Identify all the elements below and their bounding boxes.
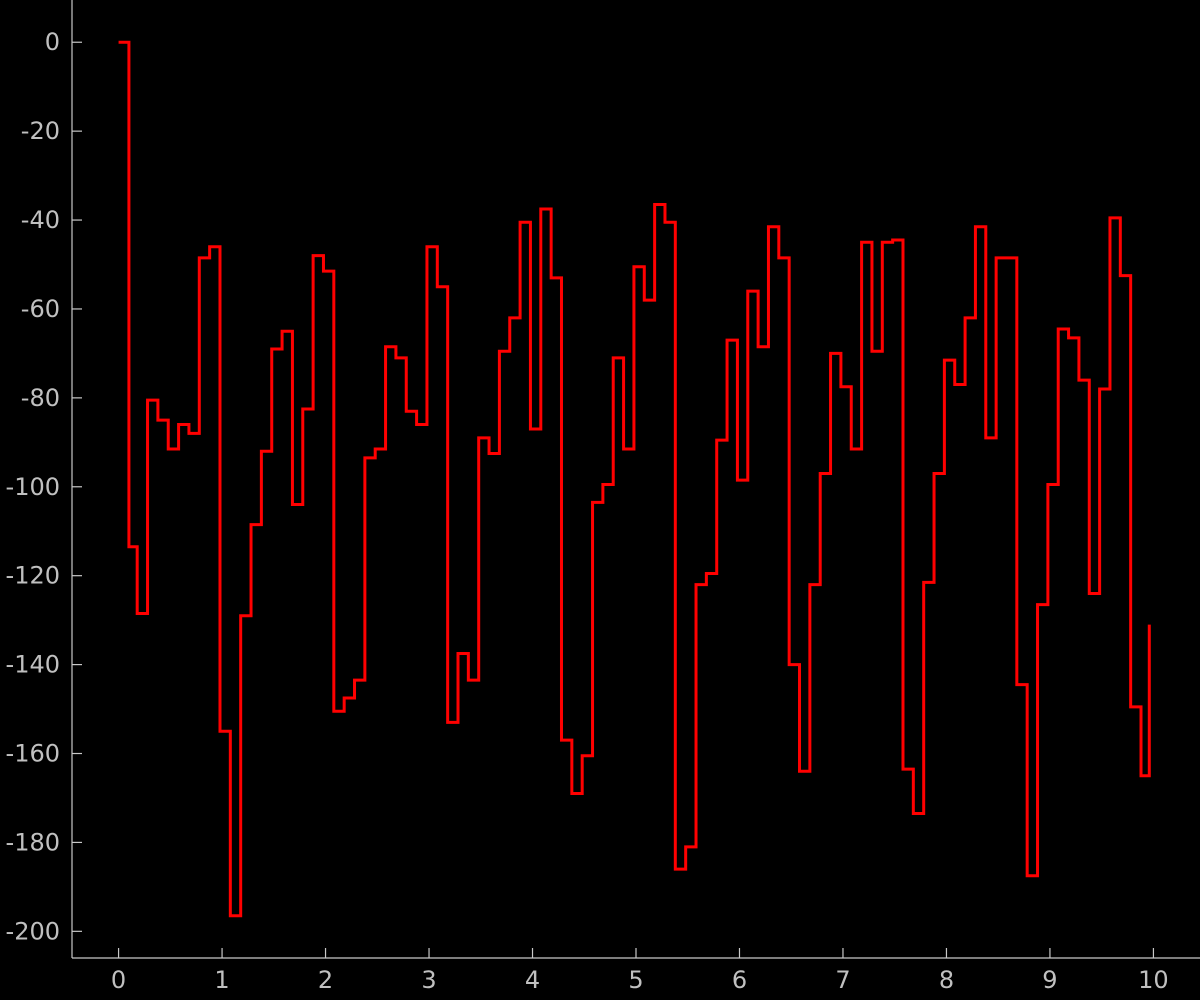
x-tick-label: 7 xyxy=(835,966,850,994)
y-tick-label: -200 xyxy=(6,917,60,945)
x-tick-label: 3 xyxy=(421,966,436,994)
y-tick-label: -80 xyxy=(21,384,60,412)
y-tick-label: -20 xyxy=(21,117,60,145)
x-axis: 0 1 2 3 4 5 6 7 8 9 10 xyxy=(72,948,1200,994)
x-tick-label: 6 xyxy=(732,966,747,994)
x-tick-label: 4 xyxy=(525,966,540,994)
x-tick-label: 9 xyxy=(1042,966,1057,994)
y-tick-label: -160 xyxy=(6,740,60,768)
y-axis: 0 -20 -40 -60 -80 -100 -120 -140 -160 -180 -200 xyxy=(6,0,82,958)
y-tick-label: -140 xyxy=(6,651,60,679)
series-layer xyxy=(118,40,1151,918)
y-tick-label: -180 xyxy=(6,828,60,856)
x-tick-label: 0 xyxy=(111,966,126,994)
y-tick-label: -120 xyxy=(6,562,60,590)
y-tick-label: -100 xyxy=(6,473,60,501)
x-tick-label: 2 xyxy=(318,966,333,994)
x-tick-label: 5 xyxy=(628,966,643,994)
x-tick-label: 8 xyxy=(939,966,954,994)
y-tick-label: -60 xyxy=(21,295,60,323)
y-tick-label: 0 xyxy=(45,28,60,56)
x-tick-label: 10 xyxy=(1138,966,1169,994)
series-line-0 xyxy=(118,40,1151,918)
y-tick-label: -40 xyxy=(21,206,60,234)
x-tick-label: 1 xyxy=(214,966,229,994)
